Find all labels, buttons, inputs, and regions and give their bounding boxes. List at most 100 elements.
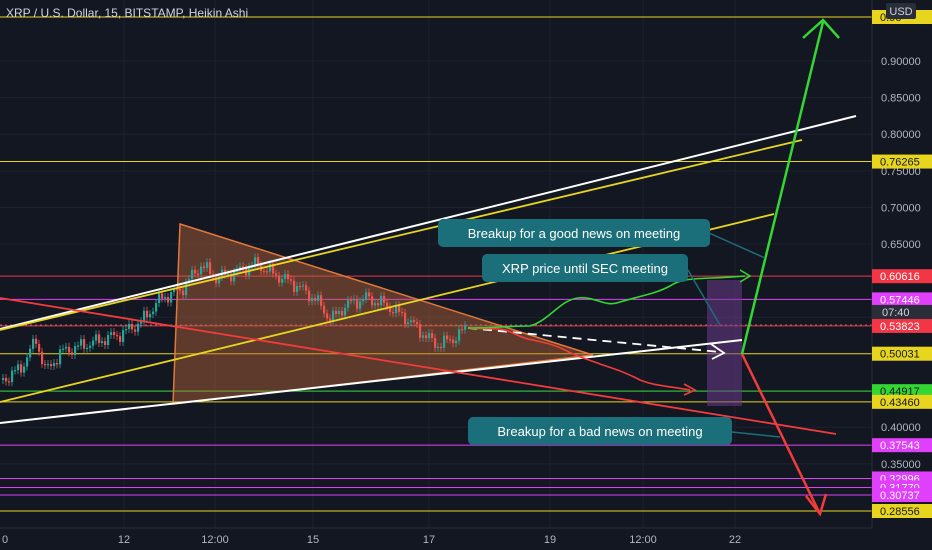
- candle-body: [176, 288, 179, 290]
- candle-body: [179, 288, 182, 291]
- bar-countdown: 07:40: [882, 307, 910, 319]
- price-tick-label: 0.90000: [881, 56, 921, 68]
- candle-body: [425, 335, 428, 339]
- candle-body: [239, 266, 242, 269]
- price-level-value: 0.30737: [880, 490, 920, 502]
- candle-body: [401, 311, 404, 314]
- candle-body: [332, 310, 335, 322]
- candle-body: [155, 302, 158, 312]
- price-tick-label: 0.65000: [881, 239, 921, 251]
- candle-body: [275, 273, 278, 276]
- candle-body: [11, 370, 14, 383]
- candle-body: [197, 273, 200, 275]
- legend-exchange: BITSTAMP: [125, 6, 184, 20]
- candle-body: [173, 288, 176, 293]
- annotation-good-news-text: Breakup for a good news on meeting: [468, 226, 680, 241]
- candle-body: [38, 343, 41, 352]
- candle-body: [386, 302, 389, 307]
- price-tick-label: 0.80000: [881, 129, 921, 141]
- price-level-value: 0.53823: [880, 321, 920, 333]
- candle-body: [257, 257, 260, 266]
- time-tick-label: 22: [729, 534, 741, 546]
- candle-body: [23, 366, 26, 373]
- candle-body: [92, 340, 95, 346]
- candle-body: [359, 301, 362, 309]
- candle-body: [410, 320, 413, 323]
- annotation-bad-news-text: Breakup for a bad news on meeting: [497, 424, 702, 439]
- candle-body: [338, 310, 341, 315]
- good-news-path-arrowhead: [739, 269, 752, 283]
- candle-body: [356, 299, 359, 309]
- annotation-good-news: Breakup for a good news on meeting: [438, 219, 766, 259]
- candle-body: [392, 312, 395, 314]
- candle-body: [323, 305, 326, 314]
- candle-body: [50, 364, 53, 367]
- svg-text:XRP / U.S. Dollar, 15, BITSTAM: XRP / U.S. Dollar, 15, BITSTAMP, Heikin …: [6, 6, 248, 20]
- price-tick-label: 0.75000: [881, 166, 921, 178]
- candle-body: [53, 363, 56, 367]
- good-news-arrowhead: [802, 18, 840, 39]
- time-tick-label: 17: [423, 534, 435, 546]
- candle-body: [59, 349, 62, 365]
- candle-body: [380, 295, 383, 306]
- candle-body: [32, 338, 35, 349]
- candle-body: [113, 332, 116, 336]
- candle-body: [419, 324, 422, 338]
- price-level-value: 0.76265: [880, 157, 920, 169]
- annotation-sec-meeting-text: XRP price until SEC meeting: [502, 261, 668, 276]
- time-tick-start: 0: [2, 534, 8, 546]
- price-tick-label: 0.70000: [881, 202, 921, 214]
- candle-body: [266, 271, 269, 273]
- candle-body: [434, 338, 437, 348]
- candle-body: [299, 285, 302, 288]
- currency-label: USD: [889, 6, 912, 18]
- time-tick-label: 12:00: [629, 534, 657, 546]
- currency-badge: [886, 3, 916, 19]
- candle-body: [89, 345, 92, 348]
- candle-body: [77, 345, 80, 347]
- bad-news-projected-path: [467, 327, 691, 391]
- candle-body: [86, 347, 89, 350]
- price-level-value: 0.57446: [880, 294, 920, 306]
- time-tick-label: 12:00: [201, 534, 229, 546]
- candle-body: [200, 266, 203, 275]
- candle-body: [5, 378, 8, 382]
- candle-body: [263, 271, 266, 273]
- price-level-value: 0.60616: [880, 271, 920, 283]
- candle-body: [341, 310, 344, 316]
- candle-body: [368, 292, 371, 297]
- candle-body: [320, 295, 323, 306]
- candle-body: [218, 277, 221, 284]
- candle-body: [329, 318, 332, 322]
- price-level-badge: [872, 154, 932, 169]
- candle-body: [56, 363, 59, 365]
- candle-body: [2, 378, 5, 380]
- candle-body: [233, 271, 236, 282]
- candle-body: [164, 296, 167, 299]
- time-tick-label: 19: [544, 534, 556, 546]
- chart-legend[interactable]: XRP / U.S. Dollar, 15, BITSTAMP, Heikin …: [6, 6, 248, 20]
- candle-body: [110, 332, 113, 335]
- candle-body: [422, 335, 425, 338]
- candle-body: [317, 295, 320, 301]
- candle-body: [305, 285, 308, 291]
- price-axis[interactable]: 0.90000 0.85000 0.80000 0.75000 0.70000 0.650…: [871, 0, 932, 528]
- candle-body: [278, 275, 281, 283]
- candle-body: [383, 295, 386, 303]
- candle-body: [449, 339, 452, 341]
- candle-body: [107, 334, 110, 346]
- time-tick-label: 15: [307, 534, 319, 546]
- candle-body: [41, 351, 44, 365]
- candle-body: [362, 299, 365, 302]
- candle-body: [14, 370, 17, 372]
- candle-body: [65, 346, 68, 349]
- candle-body: [203, 266, 206, 268]
- countdown-badge: [872, 304, 932, 319]
- candle-body: [188, 278, 191, 283]
- candle-body: [80, 339, 83, 346]
- time-axis[interactable]: 0 12 12:00 15 17 19 12:00 22: [0, 527, 932, 550]
- annotation-sec-meeting: XRP price until SEC meeting: [482, 254, 721, 326]
- candle-body: [185, 282, 188, 296]
- channel-white-lower: [0, 339, 743, 424]
